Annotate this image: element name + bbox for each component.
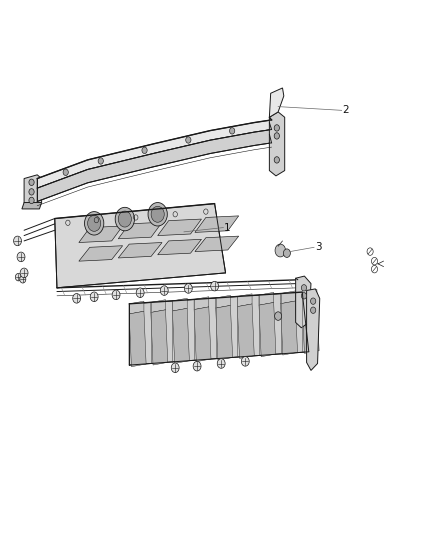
- Polygon shape: [215, 295, 230, 308]
- Circle shape: [186, 137, 191, 143]
- Circle shape: [85, 212, 104, 235]
- Polygon shape: [37, 130, 272, 201]
- Circle shape: [160, 286, 168, 295]
- Circle shape: [311, 298, 316, 304]
- Circle shape: [112, 290, 120, 300]
- Circle shape: [184, 284, 192, 293]
- Text: 1: 1: [224, 223, 231, 232]
- Polygon shape: [55, 204, 226, 288]
- Polygon shape: [173, 308, 189, 364]
- Polygon shape: [194, 307, 211, 362]
- Circle shape: [63, 169, 68, 175]
- Circle shape: [301, 285, 307, 291]
- Polygon shape: [24, 175, 42, 208]
- Circle shape: [301, 293, 307, 299]
- Circle shape: [283, 249, 290, 257]
- Polygon shape: [118, 222, 162, 239]
- Polygon shape: [129, 311, 146, 367]
- Circle shape: [274, 157, 279, 163]
- Text: 2: 2: [343, 106, 349, 115]
- Polygon shape: [195, 236, 239, 252]
- Polygon shape: [302, 289, 317, 302]
- Polygon shape: [302, 300, 319, 353]
- Polygon shape: [281, 291, 295, 304]
- Polygon shape: [158, 239, 201, 255]
- Polygon shape: [79, 246, 123, 261]
- Circle shape: [211, 281, 219, 291]
- Circle shape: [98, 158, 103, 164]
- Circle shape: [142, 147, 147, 154]
- Circle shape: [275, 312, 282, 320]
- Polygon shape: [281, 301, 297, 355]
- Circle shape: [311, 307, 316, 313]
- Circle shape: [118, 211, 131, 227]
- Circle shape: [20, 268, 28, 278]
- Circle shape: [230, 127, 235, 134]
- Polygon shape: [269, 112, 285, 176]
- Polygon shape: [259, 292, 274, 305]
- Polygon shape: [296, 276, 311, 328]
- Text: 3: 3: [315, 243, 321, 252]
- Polygon shape: [129, 301, 144, 314]
- Polygon shape: [22, 203, 42, 209]
- Polygon shape: [237, 294, 252, 306]
- Polygon shape: [151, 310, 168, 365]
- Circle shape: [148, 203, 167, 226]
- Polygon shape: [195, 216, 239, 232]
- Circle shape: [136, 288, 144, 297]
- Polygon shape: [237, 304, 254, 358]
- Polygon shape: [79, 226, 123, 243]
- Polygon shape: [194, 297, 209, 310]
- Circle shape: [15, 273, 21, 281]
- Polygon shape: [307, 289, 320, 370]
- Polygon shape: [158, 219, 201, 236]
- Circle shape: [151, 206, 164, 222]
- Circle shape: [171, 363, 179, 373]
- Polygon shape: [151, 300, 166, 312]
- Polygon shape: [269, 88, 284, 117]
- Circle shape: [217, 359, 225, 368]
- Circle shape: [241, 357, 249, 366]
- Circle shape: [274, 125, 279, 131]
- Circle shape: [275, 244, 286, 257]
- Circle shape: [115, 207, 134, 231]
- Circle shape: [14, 236, 21, 246]
- Polygon shape: [259, 303, 276, 357]
- Circle shape: [73, 294, 81, 303]
- Circle shape: [29, 189, 34, 195]
- Circle shape: [29, 179, 34, 185]
- Circle shape: [17, 252, 25, 262]
- Polygon shape: [129, 292, 309, 365]
- Circle shape: [90, 292, 98, 302]
- Circle shape: [20, 276, 26, 283]
- Circle shape: [29, 197, 34, 204]
- Polygon shape: [118, 243, 162, 258]
- Polygon shape: [215, 305, 233, 360]
- Circle shape: [193, 361, 201, 371]
- Polygon shape: [37, 120, 272, 188]
- Polygon shape: [173, 298, 187, 311]
- Circle shape: [88, 215, 101, 231]
- Circle shape: [274, 133, 279, 139]
